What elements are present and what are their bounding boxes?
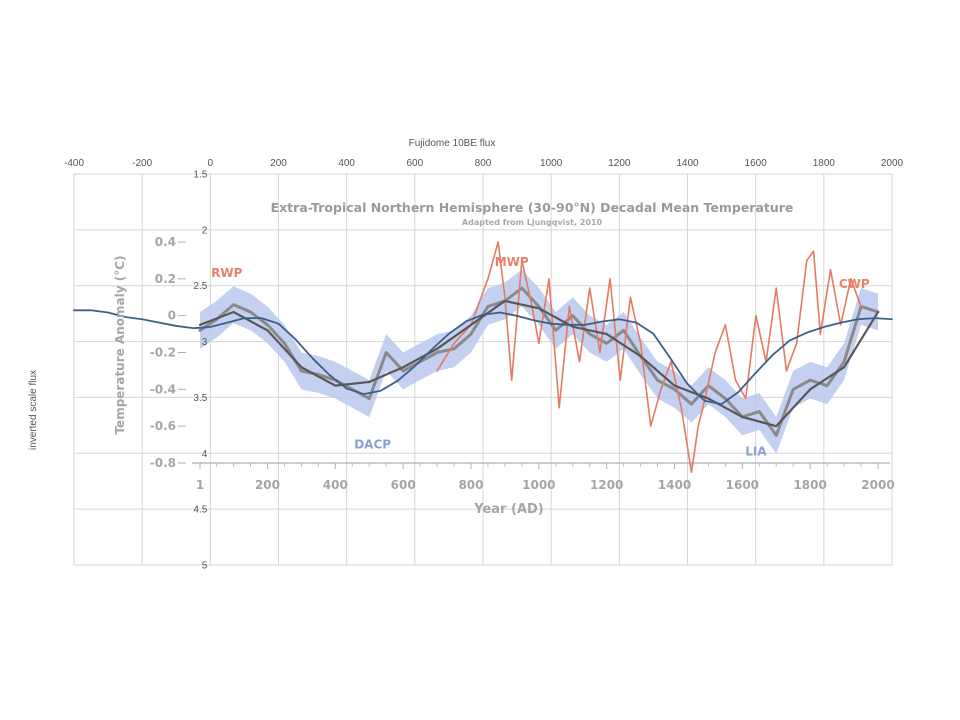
year-axis-tick-label: 1000	[522, 478, 555, 492]
series-lines	[73, 241, 893, 474]
top-axis-tick-label: 800	[475, 158, 492, 169]
year-axis-tick-label: 1200	[590, 478, 623, 492]
fujidome-flux-line	[73, 309, 893, 406]
period-annotations: RWP MWP CWP DACP LIA	[211, 255, 870, 459]
flux-axis-tick-label: 2	[202, 225, 208, 236]
temperature-axis-title: Temperature Anomaly (°C)	[113, 255, 127, 434]
top-axis-tick-label: 1200	[608, 158, 631, 169]
chart-subtitle: Adapted from Ljungqvist, 2010	[462, 218, 603, 227]
temperature-axis-tick-label: 0.4	[155, 235, 176, 249]
annotation-mwp: MWP	[495, 255, 529, 269]
top-axis-tick-label: 600	[406, 158, 423, 169]
top-axis-tick-label: 1000	[540, 158, 563, 169]
flux-axis-tick-label: 3	[202, 337, 208, 348]
chart-title: Extra-Tropical Northern Hemisphere (30-9…	[271, 200, 794, 215]
temperature-axis-tick-label: -0.4	[150, 382, 176, 396]
annotation-dacp: DACP	[354, 437, 391, 451]
flux-axis-tick-label: 1.5	[193, 170, 207, 181]
flux-axis-tick-label: 4.5	[193, 505, 207, 516]
year-axis-tick-label: 1800	[793, 478, 826, 492]
top-axis-tick-label: 1800	[813, 158, 836, 169]
top-axis-tick-label: 1600	[745, 158, 768, 169]
top-axis-tick-label: 400	[338, 158, 355, 169]
year-axis-tick-label: 1600	[726, 478, 759, 492]
temperature-axis-tick-label: -0.2	[150, 346, 176, 360]
tick-labels: -400 -200 0 200 400 600 800 1000 1200 1400 1600 180…	[64, 158, 904, 572]
smoothed-temperature-line	[198, 299, 880, 428]
year-axis-title: Year (AD)	[473, 502, 543, 517]
year-axis-tick-label: 200	[255, 478, 280, 492]
top-axis-tick-label: -200	[132, 158, 152, 169]
uncertainty-band-area	[200, 269, 878, 454]
top-axis-tick-label: 2000	[881, 158, 904, 169]
annotation-rwp: RWP	[211, 266, 242, 280]
top-axis-tick-label: -400	[64, 158, 84, 169]
annotation-cwp: CWP	[839, 277, 870, 291]
flux-axis-tick-label: 3.5	[193, 393, 207, 404]
year-axis-tick-label: 1	[196, 478, 204, 492]
temperature-axis-tick-label: 0.2	[155, 272, 176, 286]
flux-axis-tick-label: 2.5	[193, 281, 207, 292]
year-axis-tick-label: 400	[323, 478, 348, 492]
right-axis-title: inverted scale flux	[28, 370, 39, 450]
uncertainty-band	[200, 269, 878, 454]
flux-axis-tick-label: 4	[202, 449, 208, 460]
top-axis-tick-label: 200	[270, 158, 287, 169]
year-axis-tick-label: 600	[391, 478, 416, 492]
annotation-lia: LIA	[745, 445, 767, 459]
temperature-axis-tick-label: -0.8	[150, 456, 176, 470]
flux-axis-tick-label: 5	[202, 561, 208, 572]
temperature-axis-tick-label: -0.6	[150, 419, 176, 433]
year-axis-tick-label: 2000	[861, 478, 894, 492]
top-axis-tick-label: 0	[208, 158, 214, 169]
red-reconstruction-line	[436, 241, 862, 474]
top-axis-tick-label: 1400	[676, 158, 699, 169]
year-axis-tick-label: 800	[458, 478, 483, 492]
top-axis-title: Fujidome 10BE flux	[409, 138, 496, 149]
year-axis-tick-label: 1400	[658, 478, 691, 492]
temperature-axis-tick-label: 0	[168, 309, 176, 323]
